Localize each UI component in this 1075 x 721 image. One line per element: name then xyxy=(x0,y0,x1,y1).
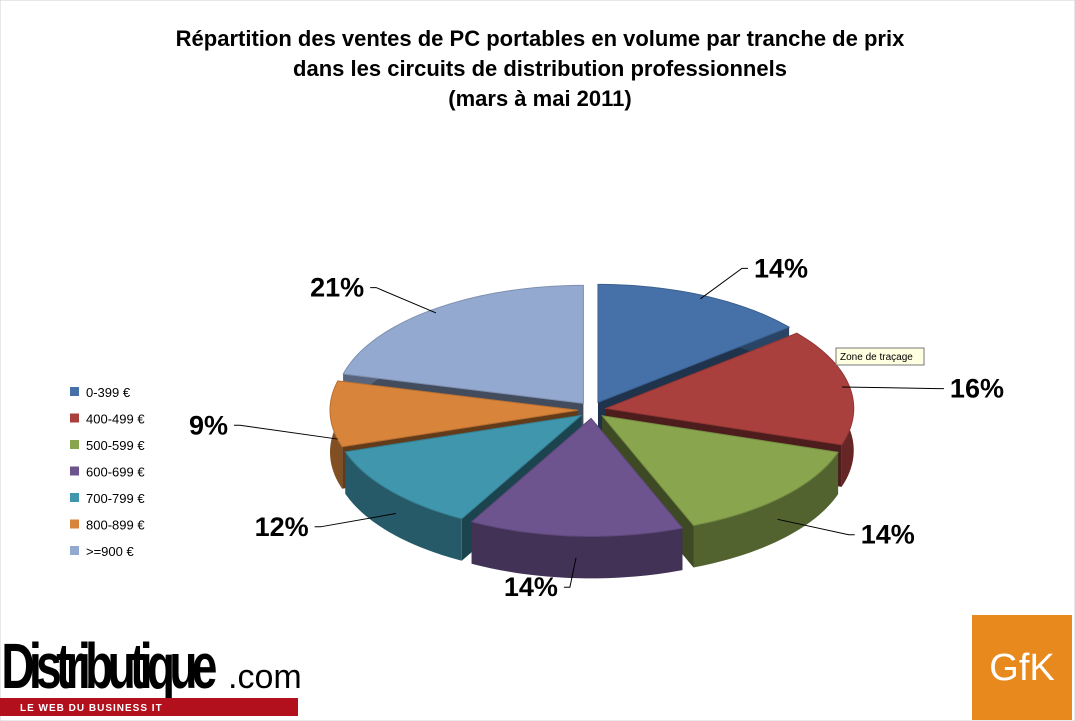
leader-line xyxy=(563,557,577,588)
pie: 14% 16% 14% 14% 12% 9% 21% xyxy=(189,253,1004,602)
chart-title: dans les circuits de distribution profes… xyxy=(293,56,787,81)
leader-line xyxy=(842,386,944,390)
slice xyxy=(344,414,583,520)
legend-label: 500-599 € xyxy=(86,438,145,453)
slice-side xyxy=(345,451,462,561)
slice xyxy=(603,332,855,446)
logo-text: GfK xyxy=(989,647,1054,689)
legend-swatch xyxy=(70,546,79,555)
logo-right: GfK xyxy=(972,615,1072,720)
value-label: 12% xyxy=(255,512,309,542)
legend-label: 600-699 € xyxy=(86,465,145,480)
legend-label: 700-799 € xyxy=(86,491,145,506)
value-label: 14% xyxy=(861,520,915,550)
slice xyxy=(329,380,579,448)
logo-bar xyxy=(0,698,298,716)
logo-tagline: LE WEB DU BUSINESS IT xyxy=(20,703,163,714)
chart-title: Répartition des ventes de PC portables e… xyxy=(176,26,905,51)
logo-text: Distributique xyxy=(1,631,217,702)
slice-side xyxy=(693,452,839,568)
value-label: 16% xyxy=(950,374,1004,404)
legend-label: 800-899 € xyxy=(86,518,145,533)
slice xyxy=(470,417,684,537)
legend-label: >=900 € xyxy=(86,544,134,559)
legend-swatch xyxy=(70,519,79,529)
tooltip: Zone de traçage xyxy=(835,347,925,366)
legend-swatch xyxy=(70,493,79,502)
tooltip-text: Zone de traçage xyxy=(840,352,913,363)
value-label: 9% xyxy=(189,410,228,440)
slice-side xyxy=(471,521,683,579)
logo-left: Distributique .com LE WEB DU BUSINESS IT xyxy=(0,631,302,716)
legend-swatch xyxy=(70,387,79,396)
leader-line xyxy=(234,424,338,440)
value-label: 21% xyxy=(310,273,364,303)
legend-swatch xyxy=(70,413,79,423)
leader-line xyxy=(700,267,748,300)
legend: 0-399 € 400-499 € 500-599 € 600-699 € 700-79… xyxy=(70,385,145,559)
chart-title: (mars à mai 2011) xyxy=(448,86,631,111)
leader-line xyxy=(777,518,855,536)
slice xyxy=(600,415,839,527)
legend-swatch xyxy=(70,466,79,476)
value-label: 14% xyxy=(504,572,558,602)
value-label: 14% xyxy=(754,253,808,283)
legend-swatch xyxy=(70,440,79,449)
legend-label: 400-499 € xyxy=(86,412,145,427)
slice xyxy=(342,284,584,404)
leader-line xyxy=(314,513,396,528)
legend-label: 0-399 € xyxy=(86,385,131,400)
tooltip-box xyxy=(835,347,925,366)
slice xyxy=(597,283,791,404)
logo-suffix: .com xyxy=(228,658,302,696)
leader-line xyxy=(370,287,437,314)
logo-box xyxy=(972,615,1072,720)
